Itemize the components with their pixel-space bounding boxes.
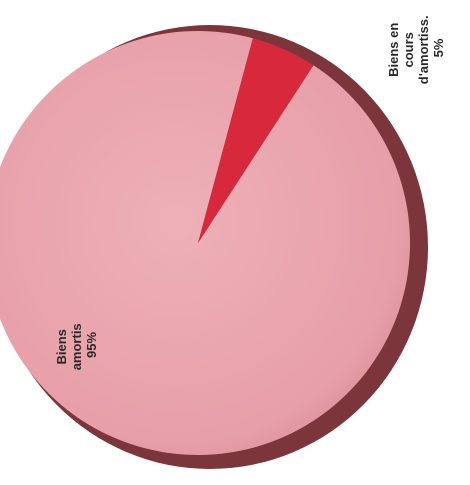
slice-label-1-line-1: cours: [401, 32, 416, 67]
slice-label-0-line-1: amortis: [69, 323, 84, 370]
slice-label-1: Biens en cours d'amortiss. 5%: [386, 12, 446, 84]
slice-label-0-line-0: Biens: [54, 329, 69, 364]
pie-slices: [0, 31, 410, 455]
slice-label-0: Biens amortis 95%: [54, 320, 99, 371]
slice-label-1-line-2: d'amortiss.: [416, 15, 431, 84]
pie-slice-0: [0, 31, 410, 455]
slice-label-0-line-2: 95%: [84, 332, 99, 358]
svg-text:Biens amortis 95%: Biens amortis 95%: [54, 320, 99, 371]
slice-label-1-line-0: Biens en: [386, 23, 401, 77]
svg-text:Biens en cours d'a: Biens en cours d'amortiss. 5%: [386, 12, 446, 84]
pie-slice-1: [198, 38, 314, 243]
slice-label-1-line-3: 5%: [431, 38, 446, 57]
